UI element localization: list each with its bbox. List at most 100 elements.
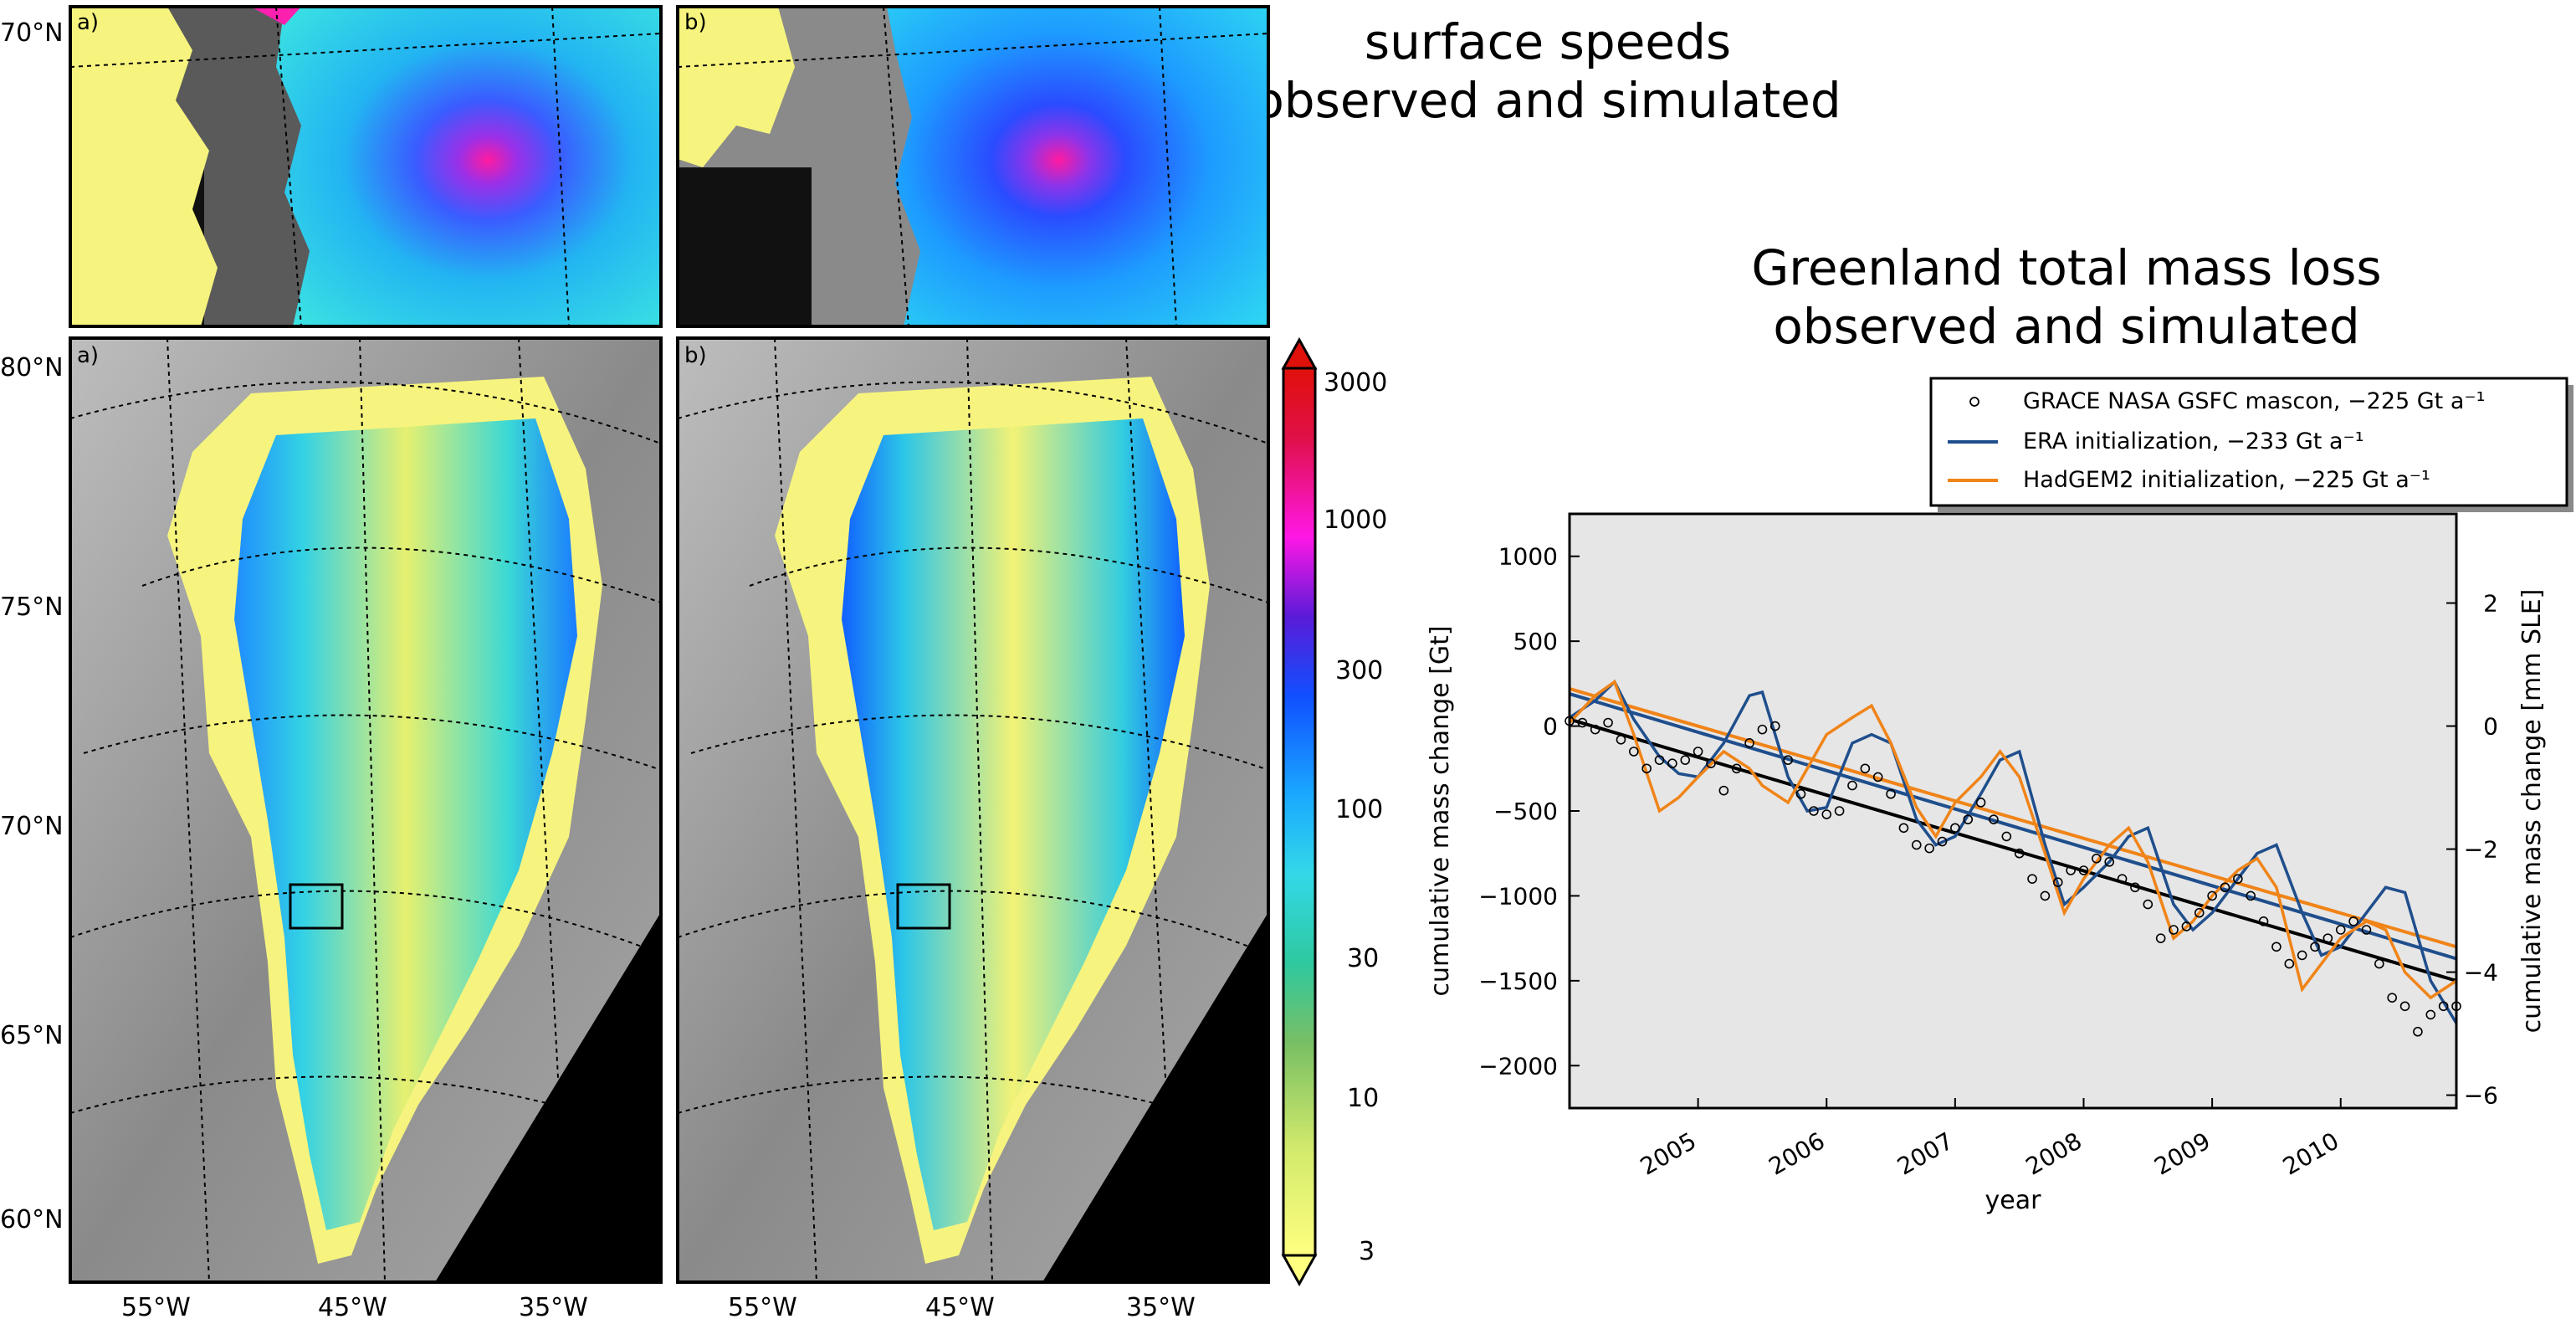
main-lat-label: 80°N	[0, 353, 64, 382]
mass-loss-chart: 1000 500 0 −500 −1000 −1500 −2000 2 0 −2 −4 −6 2005 2…	[1426, 377, 2573, 1215]
y-axis-label-right: cumulative mass change [mm SLE]	[2517, 589, 2547, 1034]
colorbar-tick-label: 30	[1347, 944, 1380, 973]
grace-marker	[1769, 721, 1780, 731]
x-tick-label: 2008	[2021, 1126, 2087, 1180]
top-map-panel-b	[678, 7, 1268, 326]
grace-marker	[1654, 755, 1665, 765]
grace-marker	[1950, 823, 1960, 834]
grace-marker	[1577, 717, 1588, 728]
grace-marker	[1757, 724, 1768, 735]
grace-marker	[2348, 916, 2358, 926]
colorbar-tick-label: 10	[1347, 1084, 1380, 1113]
grace-marker	[2246, 890, 2256, 901]
grace-marker	[2387, 993, 2397, 1003]
grace-marker	[2258, 916, 2269, 926]
main-lat-label: 70°N	[0, 812, 64, 841]
grace-marker	[2322, 933, 2333, 943]
grace-marker	[2413, 1026, 2423, 1037]
grace-marker	[1603, 717, 1613, 728]
trend-line	[1569, 692, 2457, 961]
y-tick-label: 500	[1513, 628, 1558, 655]
trend-line	[1569, 717, 2457, 983]
mass-loss-title: Greenland total mass loss observed and s…	[1657, 239, 2476, 356]
colorbar-gradient	[1283, 368, 1315, 1255]
x-tick-label: 2010	[2278, 1126, 2343, 1180]
speeds-title-line2: observed and simulated	[1254, 72, 1841, 129]
grace-marker	[2284, 958, 2295, 969]
grace-marker	[1872, 772, 1883, 783]
main-panel-a-label: a)	[77, 343, 100, 368]
grace-marker	[1693, 747, 1703, 757]
colorbar-tick-label: 3000	[1324, 368, 1388, 398]
grace-marker	[1641, 763, 1652, 774]
y-right-tick-label: 0	[2483, 713, 2498, 741]
x-tick-label: 2005	[1636, 1126, 1701, 1180]
grace-marker	[1989, 814, 1999, 824]
y-right-tick-label: −6	[2464, 1082, 2498, 1110]
grace-marker	[2233, 874, 2243, 884]
grace-marker	[1706, 758, 1716, 769]
grace-marker	[1821, 809, 1832, 819]
grace-marker	[1975, 798, 1986, 808]
grace-marker	[2181, 921, 2192, 931]
grace-marker	[1886, 788, 1896, 799]
mass-loss-title-line2: observed and simulated	[1773, 298, 2360, 355]
era-series-line	[1569, 679, 2458, 1024]
y-axis-label: cumulative mass change [Gt]	[1426, 625, 1455, 996]
grace-marker	[2066, 865, 2076, 875]
lon-label-b: 45°W	[925, 1293, 995, 1322]
speeds-title-line1: surface speeds	[1364, 13, 1732, 70]
grace-marker	[1860, 763, 1871, 774]
grace-marker	[2271, 942, 2282, 952]
y-tick-label: −500	[1493, 798, 1558, 825]
x-tick-label: 2007	[1892, 1126, 1958, 1180]
lon-label-a: 35°W	[519, 1293, 588, 1322]
grace-marker	[2310, 942, 2320, 952]
grace-marker	[1616, 734, 1626, 745]
lon-label-b: 55°W	[728, 1293, 797, 1322]
grace-marker	[1911, 839, 1922, 850]
grace-marker	[2361, 925, 2372, 935]
colorbar-tick-label: 3	[1359, 1237, 1375, 1266]
grace-marker	[1680, 755, 1691, 765]
main-lat-label: 60°N	[0, 1205, 64, 1234]
grace-marker	[2092, 853, 2102, 864]
grace-marker	[2001, 831, 2012, 842]
grace-marker	[2014, 848, 2025, 859]
main-panel-b-label: b)	[684, 343, 707, 368]
x-tick-label: 2009	[2149, 1126, 2215, 1180]
grace-marker	[2117, 874, 2128, 884]
grace-marker	[2425, 1009, 2436, 1020]
grace-marker	[2104, 857, 2115, 867]
grace-marker	[1834, 806, 1845, 816]
y-tick-label: −2000	[1478, 1052, 1558, 1080]
legend-entry: GRACE NASA GSFC mascon, −225 Gt a⁻¹	[2023, 388, 2485, 414]
top-panel-b-label: b)	[684, 10, 707, 35]
grace-marker	[1718, 785, 1729, 796]
grace-marker	[1847, 780, 1857, 791]
main-map-frame-b	[676, 336, 1270, 1284]
y-right-tick-label: −4	[2464, 959, 2498, 987]
top-lat-label: 70°N	[0, 18, 64, 48]
y-tick-label: −1000	[1478, 882, 1558, 910]
grace-marker	[2130, 882, 2140, 893]
grace-marker	[2155, 933, 2166, 943]
top-map-frame-b	[676, 5, 1270, 328]
colorbar-tick-label: 100	[1335, 795, 1384, 824]
main-lat-label: 65°N	[0, 1021, 64, 1050]
main-map-panel-b	[678, 338, 1268, 1282]
main-map-frame-a	[69, 336, 663, 1284]
grace-marker	[1590, 724, 1600, 735]
lon-label-a: 45°W	[318, 1293, 387, 1322]
main-lat-label: 75°N	[0, 593, 64, 622]
lon-label-b: 35°W	[1126, 1293, 1196, 1322]
colorbar	[1281, 336, 1318, 1287]
grace-marker	[2143, 899, 2153, 910]
legend-entry: HadGEM2 initialization, −225 Gt a⁻¹	[2023, 467, 2430, 493]
plot-area	[1570, 514, 2456, 1108]
y-right-tick-label: 2	[2483, 590, 2498, 618]
grace-marker	[2374, 958, 2384, 969]
speeds-title: surface speeds observed and simulated	[1155, 13, 1941, 130]
colorbar-tick-label: 300	[1335, 656, 1384, 685]
top-panel-a-label: a)	[77, 10, 100, 35]
